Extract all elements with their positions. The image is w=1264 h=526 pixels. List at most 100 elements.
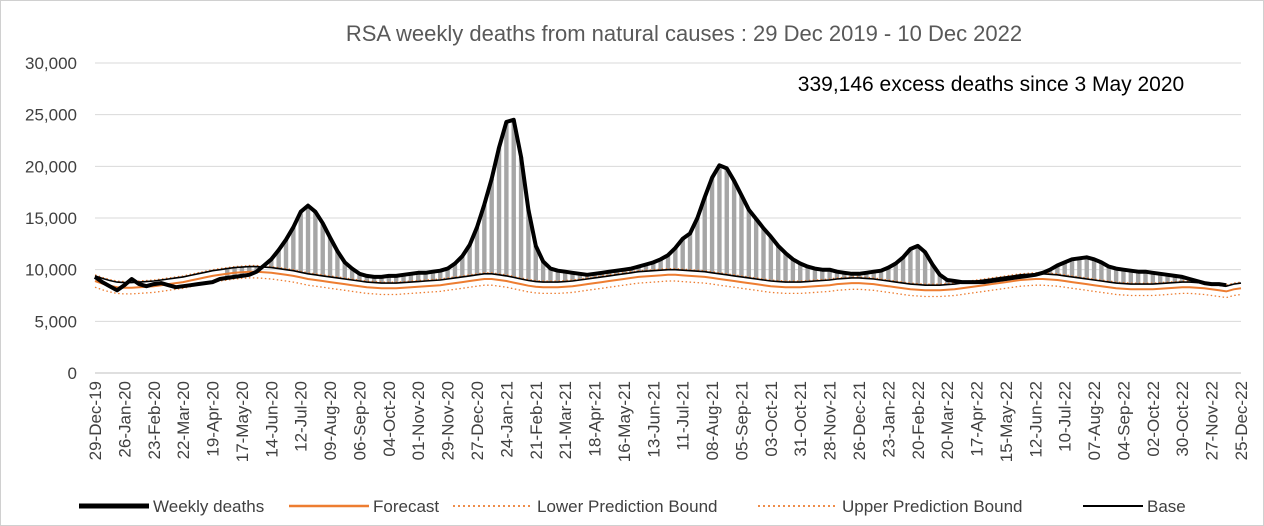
excess-bar [1084,257,1089,279]
x-tick-label: 12-Jul-20 [292,381,311,452]
excess-bar [496,147,502,275]
x-tick-label: 21-Feb-21 [527,381,546,459]
excess-bar [761,228,766,280]
x-tick-label: 12-Jun-22 [1026,381,1045,458]
x-tick-label: 07-Aug-22 [1085,381,1104,460]
excess-bar [430,271,436,281]
excess-bar [423,272,428,282]
x-tick-label: 05-Sep-21 [732,381,751,460]
chart-title: RSA weekly deaths from natural causes : … [346,21,1022,46]
x-tick-label: 28-Nov-21 [821,381,840,460]
excess-deaths-annotation: 339,146 excess deaths since 3 May 2020 [798,73,1184,96]
x-tick-label: 23-Jan-22 [879,381,898,458]
x-tick-label: 02-Oct-22 [1144,381,1163,457]
excess-bar [570,272,575,282]
excess-bar [533,245,538,282]
excess-bar [893,263,898,283]
excess-bar [482,204,487,274]
excess-bar [607,271,612,276]
excess-bar [526,209,531,281]
excess-bar [775,245,781,282]
excess-bar [820,269,825,281]
x-tick-label: 15-May-22 [997,381,1016,462]
excess-bar [878,270,884,280]
excess-bar [643,264,649,272]
y-tick-label: 15,000 [25,209,77,228]
excess-bar [1172,275,1178,283]
excess-bar [474,227,480,275]
excess-bar [849,273,854,278]
excess-bar [812,268,818,282]
excess-bar [621,269,627,274]
excess-bar [805,266,810,282]
excess-bar [548,268,553,283]
excess-bar [724,168,729,275]
excess-bar [452,263,458,278]
lower-bound-line [94,277,1242,299]
excess-bar [900,257,906,284]
excess-bar [915,245,920,285]
y-tick-label: 5,000 [34,312,77,331]
excess-bar [1099,262,1104,282]
x-tick-label: 24-Jan-21 [497,381,516,458]
excess-bar [313,211,318,275]
legend-label-weekly: Weekly deaths [153,497,264,516]
excess-bar [673,247,678,270]
x-tick-label: 10-Jul-22 [1056,381,1075,452]
x-tick-label: 25-Dec-22 [1232,381,1251,460]
excess-bar [438,270,443,280]
x-tick-label: 29-Dec-19 [86,381,105,460]
excess-bar [408,273,414,283]
excess-bar [834,271,840,279]
excess-bar [342,262,347,279]
y-tick-label: 30,000 [25,54,77,73]
excess-bars [225,119,1229,287]
excess-bar [1143,271,1148,285]
excess-bar [1069,259,1075,277]
x-tick-label: 17-Apr-22 [968,381,987,457]
excess-bar [320,223,325,276]
excess-bar [783,253,788,283]
excess-bar [827,269,832,280]
excess-bar [577,273,583,280]
excess-bar [379,276,384,284]
y-tick-label: 10,000 [25,261,77,280]
excess-bar [856,273,862,278]
x-tick-label: 30-Oct-22 [1173,381,1192,457]
excess-bar [651,262,656,271]
y-tick-label: 20,000 [25,157,77,176]
y-tick-label: 25,000 [25,106,77,125]
x-tick-label: 27-Nov-22 [1203,381,1222,460]
excess-bar [665,255,671,270]
excess-bar [739,195,744,277]
excess-bar [717,165,722,274]
excess-bar [680,238,685,271]
excess-bar [298,211,303,273]
series-lines [93,117,1242,299]
x-tick-label: 06-Sep-20 [350,381,369,460]
excess-bar [1157,273,1163,284]
excess-bar [1135,271,1141,285]
excess-bar [283,239,289,270]
x-tick-label: 20-Feb-22 [909,381,928,459]
x-tick-label: 27-Dec-20 [468,381,487,460]
base-line [94,265,1242,288]
y-tick-label: 0 [68,364,77,383]
excess-bar [842,272,847,279]
excess-bar [371,276,377,283]
excess-bar [592,273,597,278]
excess-bar [364,275,370,283]
excess-bar [790,259,796,283]
excess-bar [731,180,737,276]
excess-bar [357,273,362,282]
excess-bar [511,119,516,278]
excess-bar [886,267,891,282]
y-axis: 0 5,000 10,000 15,000 20,000 25,000 30,000 [25,54,77,383]
excess-bar [562,271,568,282]
legend-label-upper: Upper Prediction Bound [842,497,1023,516]
excess-bar [1150,272,1156,285]
excess-bar [335,251,340,278]
x-tick-label: 14-Jun-20 [262,381,281,458]
x-tick-label: 26-Jan-20 [115,381,134,458]
